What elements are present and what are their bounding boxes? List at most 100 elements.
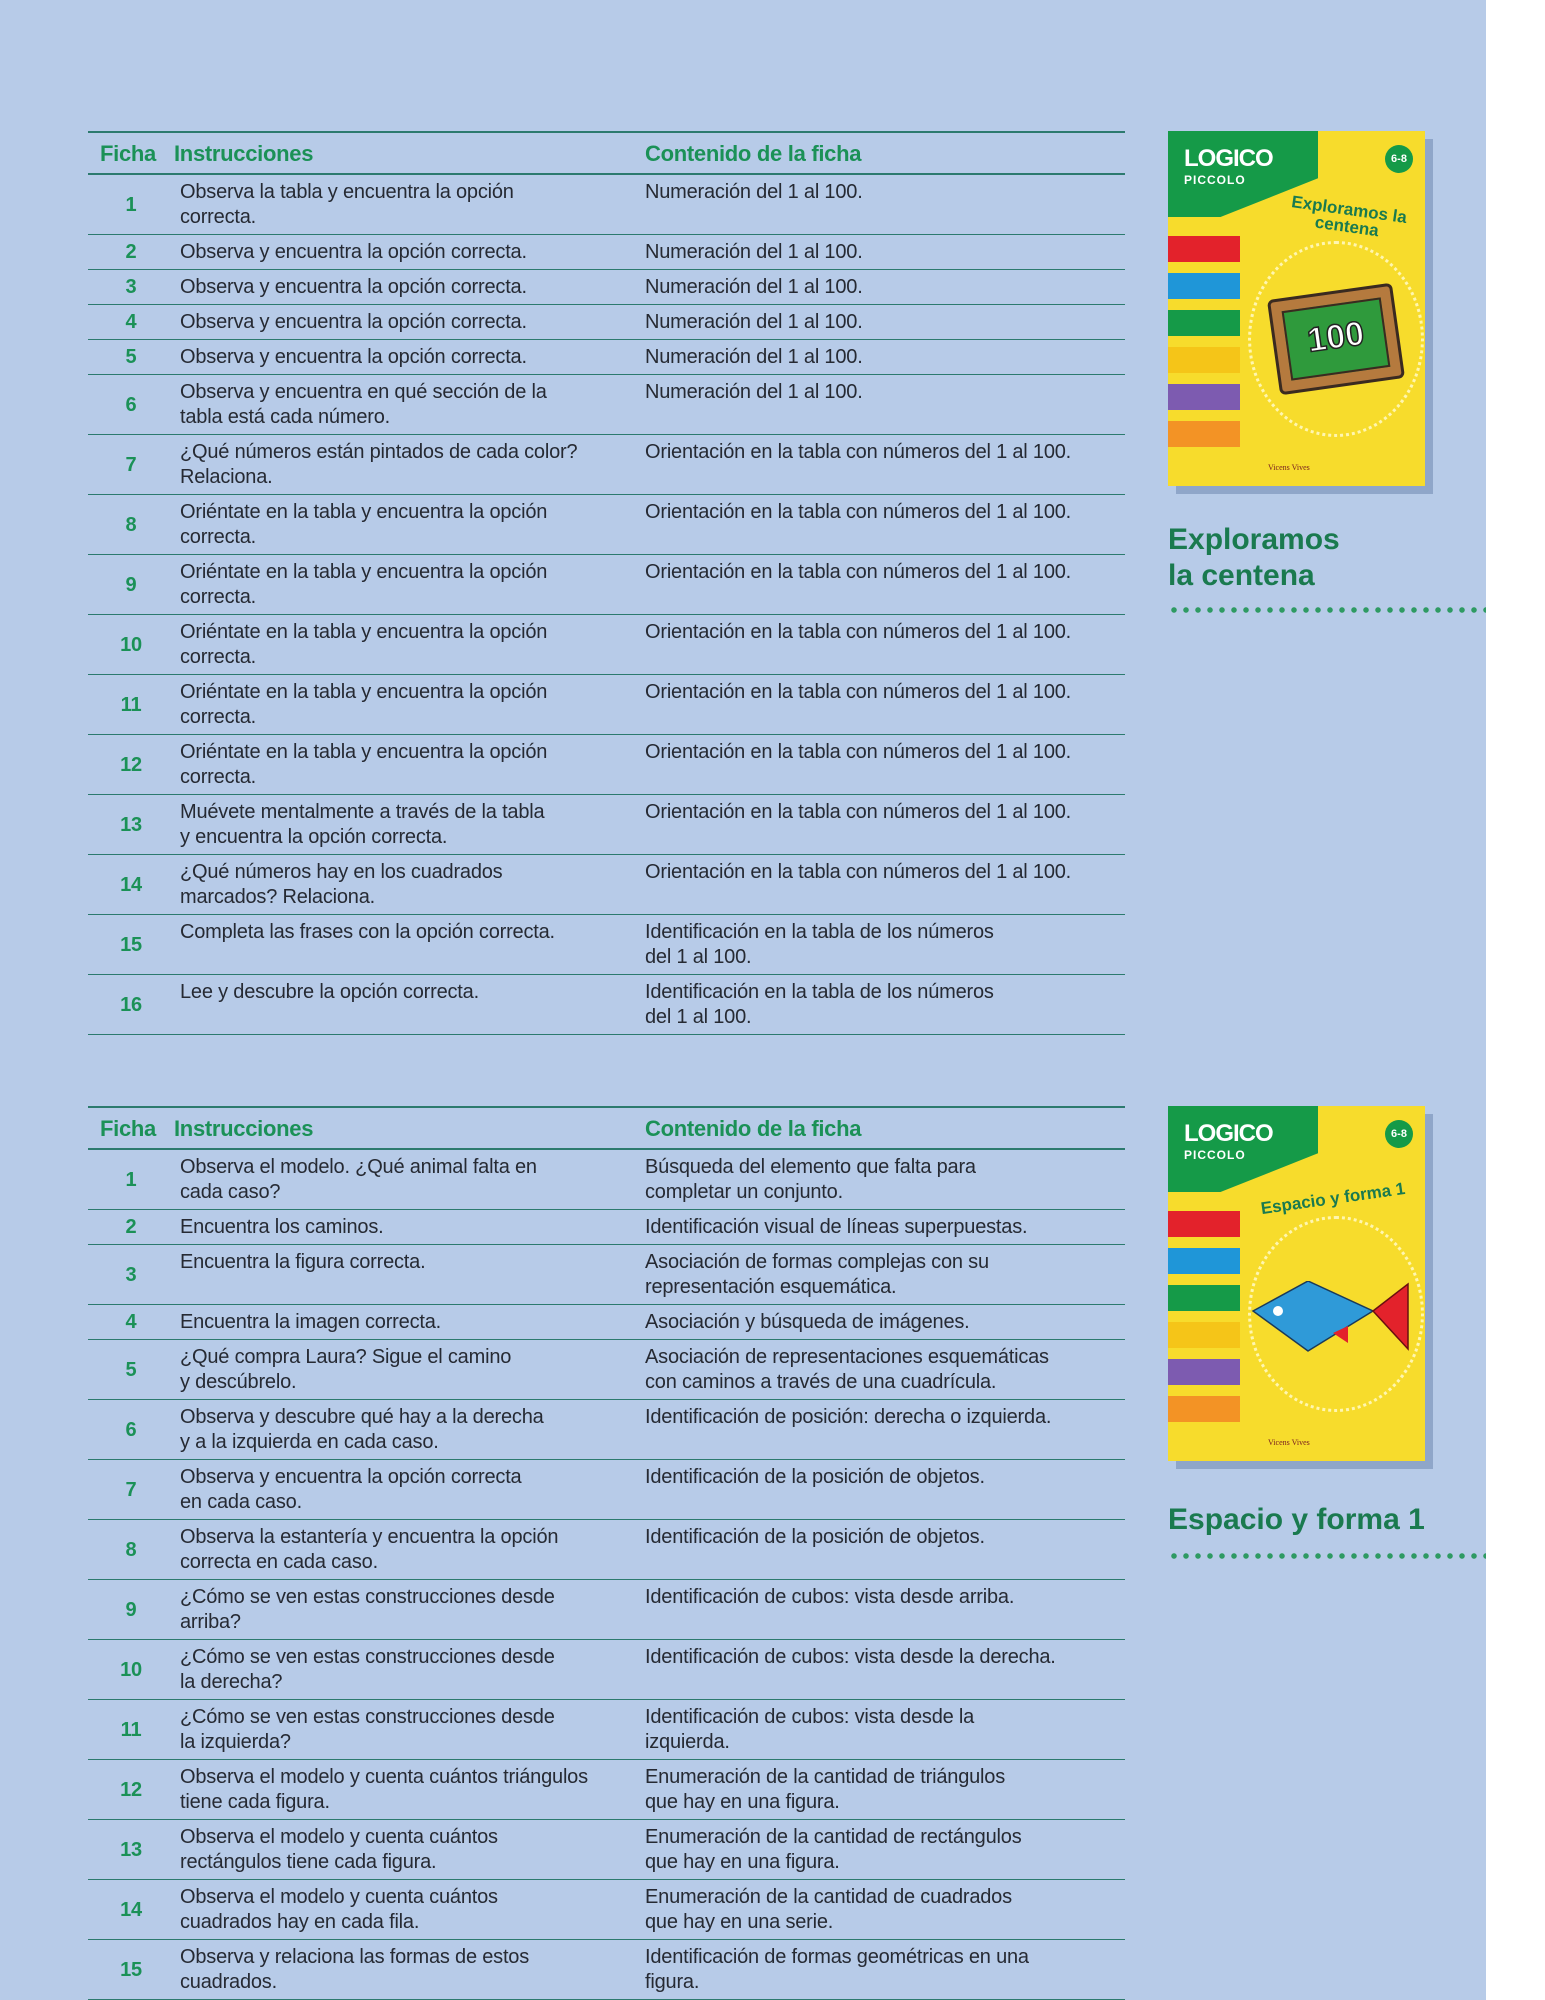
content-text: Enumeración de la cantidad de rectángulo… <box>645 1819 1125 1880</box>
table-row: 7 Observa y encuentra la opción correcta … <box>88 1459 1125 1520</box>
content-text: Identificación de formas geométricas en … <box>645 1939 1125 2000</box>
table-row: 3 Encuentra la figura correcta. Asociación… <box>88 1244 1125 1305</box>
cover-series: PICCOLO <box>1184 173 1246 187</box>
table-row: 13 Observa el modelo y cuenta cuántos rec… <box>88 1819 1125 1880</box>
ficha-number: 11 <box>88 1699 174 1760</box>
table-row: 8 Observa la estantería y encuentra la op… <box>88 1519 1125 1580</box>
content-text: Asociación de formas complejas con su re… <box>645 1244 1125 1305</box>
table-row: 15 Observa y relaciona las formas de esto… <box>88 1939 1125 2000</box>
instruction-text: Observa la tabla y encuentra la opción c… <box>174 174 645 235</box>
ficha-number: 16 <box>88 974 174 1035</box>
ficha-number: 1 <box>88 174 174 235</box>
instruction-text: ¿Qué números están pintados de cada colo… <box>174 434 645 495</box>
content-text: Identificación en la tabla de los número… <box>645 914 1125 975</box>
content-text: Enumeración de la cantidad de triángulos… <box>645 1759 1125 1820</box>
instruction-text: Observa y encuentra la opción correcta. <box>174 304 645 340</box>
header-ficha: Ficha <box>88 131 174 175</box>
header-instrucciones: Instrucciones <box>174 131 645 175</box>
instruction-text: Observa la estantería y encuentra la opc… <box>174 1519 645 1580</box>
table-row: 14 ¿Qué números hay en los cuadrados marc… <box>88 854 1125 915</box>
cover-tab <box>1168 347 1240 373</box>
book-cover-espacio: LOGICO PICCOLO 6-8 Espacio y forma 1 Vic… <box>1168 1106 1425 1461</box>
cover-dotted-circle <box>1248 241 1424 437</box>
fichas-table-espacio: Ficha Instrucciones Contenido de la fich… <box>88 1106 1125 2000</box>
table-row: 2 Observa y encuentra la opción correcta.… <box>88 234 1125 270</box>
content-text: Numeración del 1 al 100. <box>645 339 1125 375</box>
instruction-text: Oriéntate en la tabla y encuentra la opc… <box>174 494 645 555</box>
content-text: Identificación de la posición de objetos… <box>645 1519 1125 1580</box>
table-row: 8 Oriéntate en la tabla y encuentra la op… <box>88 494 1125 555</box>
cover-tab <box>1168 1285 1240 1311</box>
content-text: Identificación de la posición de objetos… <box>645 1459 1125 1520</box>
table-row: 6 Observa y encuentra en qué sección de l… <box>88 374 1125 435</box>
content-text: Numeración del 1 al 100. <box>645 234 1125 270</box>
ficha-number: 10 <box>88 614 174 675</box>
table-row: 5 Observa y encuentra la opción correcta.… <box>88 339 1125 375</box>
dotted-divider <box>1168 607 1486 613</box>
table-row: 4 Observa y encuentra la opción correcta.… <box>88 304 1125 340</box>
table-row: 15 Completa las frases con la opción corr… <box>88 914 1125 975</box>
book-cover-exploramos: LOGICO PICCOLO 6-8 Exploramos la centena… <box>1168 131 1425 486</box>
table-row: 12 Observa el modelo y cuenta cuántos tri… <box>88 1759 1125 1820</box>
ficha-number: 1 <box>88 1149 174 1210</box>
ficha-number: 4 <box>88 304 174 340</box>
ficha-number: 6 <box>88 374 174 435</box>
ficha-number: 12 <box>88 734 174 795</box>
instruction-text: Oriéntate en la tabla y encuentra la opc… <box>174 734 645 795</box>
table-row: 11 Oriéntate en la tabla y encuentra la o… <box>88 674 1125 735</box>
cover-tabs <box>1168 236 1240 458</box>
ficha-number: 5 <box>88 339 174 375</box>
table-row: 11 ¿Cómo se ven estas construcciones desd… <box>88 1699 1125 1760</box>
content-text: Orientación en la tabla con números del … <box>645 854 1125 915</box>
book-title-espacio: Espacio y forma 1 <box>1168 1503 1425 1536</box>
ficha-number: 11 <box>88 674 174 735</box>
ficha-number: 7 <box>88 434 174 495</box>
dotted-divider <box>1168 1553 1486 1559</box>
cover-tab <box>1168 1248 1240 1274</box>
content-text: Búsqueda del elemento que falta para com… <box>645 1149 1125 1210</box>
instruction-text: Muévete mentalmente a través de la tabla… <box>174 794 645 855</box>
instruction-text: ¿Qué compra Laura? Sigue el camino y des… <box>174 1339 645 1400</box>
ficha-number: 3 <box>88 1244 174 1305</box>
ficha-number: 8 <box>88 1519 174 1580</box>
table-row: 9 ¿Cómo se ven estas construcciones desde… <box>88 1579 1125 1640</box>
ficha-number: 15 <box>88 914 174 975</box>
table-row: 1 Observa la tabla y encuentra la opción … <box>88 174 1125 235</box>
content-text: Orientación en la tabla con números del … <box>645 734 1125 795</box>
table-row: 10 Oriéntate en la tabla y encuentra la o… <box>88 614 1125 675</box>
cover-age-badge: 6-8 <box>1385 1120 1413 1148</box>
header-instrucciones: Instrucciones <box>174 1106 645 1150</box>
ficha-number: 8 <box>88 494 174 555</box>
table-row: 7 ¿Qué números están pintados de cada col… <box>88 434 1125 495</box>
table-row: 3 Observa y encuentra la opción correcta.… <box>88 269 1125 305</box>
ficha-number: 13 <box>88 794 174 855</box>
content-text: Identificación de cubos: vista desde la … <box>645 1639 1125 1700</box>
instruction-text: Oriéntate en la tabla y encuentra la opc… <box>174 674 645 735</box>
cover-title: Espacio y forma 1 <box>1259 1178 1407 1219</box>
cover-logo: LOGICO <box>1184 1120 1274 1147</box>
cover-dotted-circle <box>1248 1216 1424 1412</box>
table-header: Ficha Instrucciones Contenido de la fich… <box>88 131 1125 175</box>
table-row: 6 Observa y descubre qué hay a la derecha… <box>88 1399 1125 1460</box>
instruction-text: Observa el modelo. ¿Qué animal falta en … <box>174 1149 645 1210</box>
table-row: 13 Muévete mentalmente a través de la tab… <box>88 794 1125 855</box>
table-row: 4 Encuentra la imagen correcta. Asociación… <box>88 1304 1125 1340</box>
cover-tab <box>1168 273 1240 299</box>
instruction-text: Observa y encuentra en qué sección de la… <box>174 374 645 435</box>
cover-tab <box>1168 236 1240 262</box>
chalkboard-illustration: 100 <box>1266 282 1406 396</box>
ficha-number: 5 <box>88 1339 174 1400</box>
header-ficha: Ficha <box>88 1106 174 1150</box>
table-header: Ficha Instrucciones Contenido de la fich… <box>88 1106 1125 1150</box>
book-title-exploramos: Exploramos la centena <box>1168 523 1340 592</box>
content-text: Asociación de representaciones esquemáti… <box>645 1339 1125 1400</box>
instruction-text: Observa y relaciona las formas de estos … <box>174 1939 645 2000</box>
cover-age-badge: 6-8 <box>1385 145 1413 173</box>
content-text: Identificación de cubos: vista desde la … <box>645 1699 1125 1760</box>
instruction-text: ¿Cómo se ven estas construcciones desde … <box>174 1579 645 1640</box>
ficha-number: 12 <box>88 1759 174 1820</box>
ficha-number: 2 <box>88 1209 174 1245</box>
cover-tab <box>1168 1359 1240 1385</box>
instruction-text: Observa y encuentra la opción correcta. <box>174 269 645 305</box>
instruction-text: Observa el modelo y cuenta cuántos rectá… <box>174 1819 645 1880</box>
